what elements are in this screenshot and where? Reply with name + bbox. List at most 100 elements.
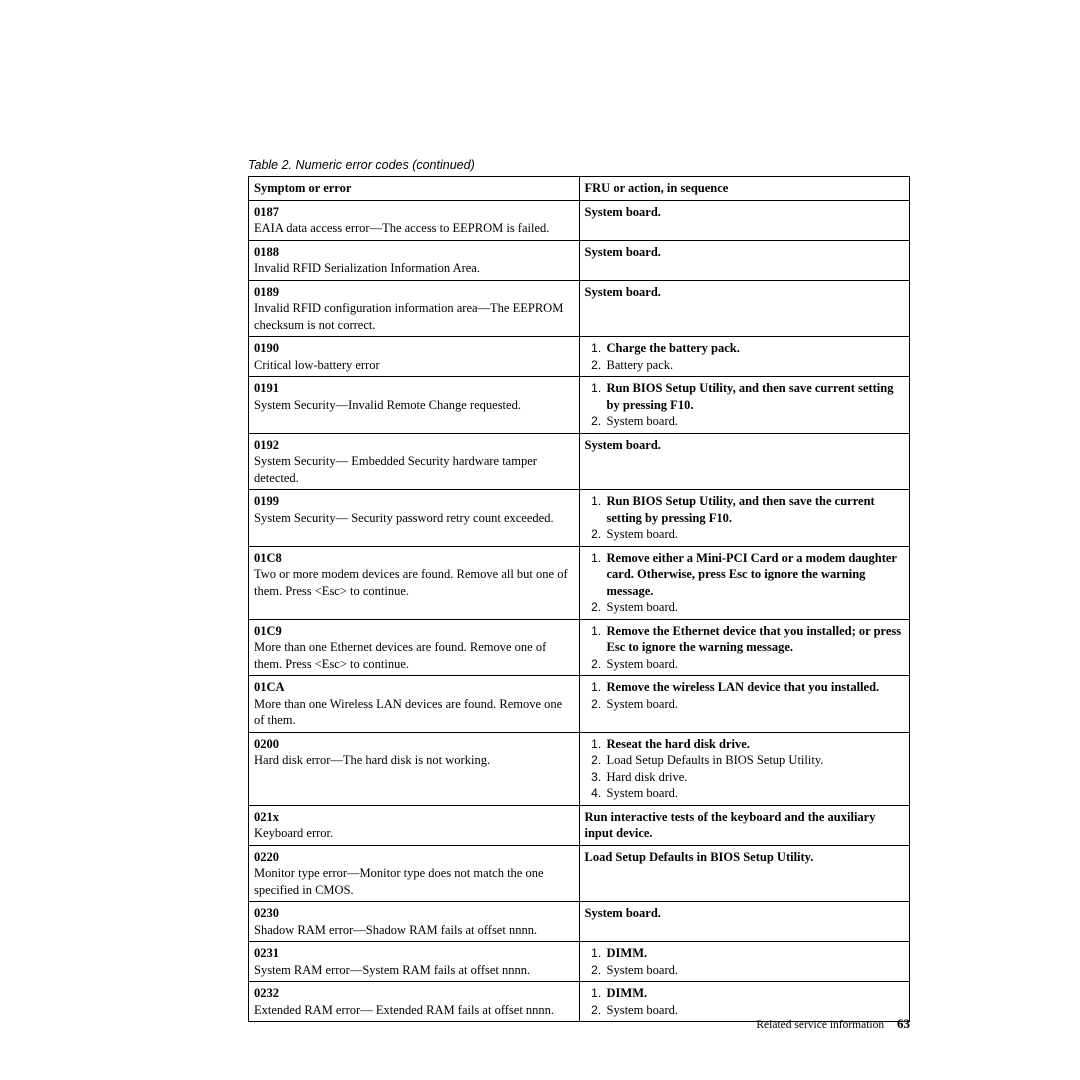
header-symptom: Symptom or error bbox=[249, 177, 580, 201]
error-code: 0187 bbox=[254, 205, 279, 219]
action-item: System board. bbox=[605, 785, 905, 802]
error-description: Hard disk error—The hard disk is not wor… bbox=[254, 753, 490, 767]
symptom-cell: 0230 Shadow RAM error—Shadow RAM fails at… bbox=[249, 902, 580, 942]
action-cell: System board. bbox=[579, 902, 910, 942]
symptom-cell: 0191 System Security—Invalid Remote Chang… bbox=[249, 377, 580, 434]
error-code: 0232 bbox=[254, 986, 279, 1000]
symptom-cell: 01C9 More than one Ethernet devices are f… bbox=[249, 619, 580, 676]
error-description: System RAM error—System RAM fails at off… bbox=[254, 963, 530, 977]
error-description: System Security— Security password retry… bbox=[254, 511, 554, 525]
page: Table 2. Numeric error codes (continued)… bbox=[0, 0, 1080, 1080]
action-text: System board. bbox=[585, 906, 661, 920]
action-item: Charge the battery pack. bbox=[605, 340, 905, 357]
action-item: Battery pack. bbox=[605, 357, 905, 374]
error-code: 021x bbox=[254, 810, 279, 824]
page-footer: Related service information 63 bbox=[756, 1016, 910, 1032]
action-item: System board. bbox=[605, 599, 905, 616]
symptom-cell: 021x Keyboard error. bbox=[249, 805, 580, 845]
action-list: Remove the wireless LAN device that you … bbox=[585, 679, 905, 712]
error-code: 0231 bbox=[254, 946, 279, 960]
symptom-cell: 0220 Monitor type error—Monitor type does… bbox=[249, 845, 580, 902]
action-text: System board. bbox=[585, 205, 661, 219]
error-description: Extended RAM error— Extended RAM fails a… bbox=[254, 1003, 554, 1017]
error-description: Critical low-battery error bbox=[254, 358, 380, 372]
error-code: 0200 bbox=[254, 737, 279, 751]
error-description: Invalid RFID configuration information a… bbox=[254, 301, 563, 332]
footer-label: Related service information bbox=[756, 1019, 884, 1031]
table-row: 01CA More than one Wireless LAN devices a… bbox=[249, 676, 910, 733]
action-cell: Run interactive tests of the keyboard an… bbox=[579, 805, 910, 845]
action-item: Remove the Ethernet device that you inst… bbox=[605, 623, 905, 656]
action-list: Run BIOS Setup Utility, and then save cu… bbox=[585, 380, 905, 430]
action-list: Remove the Ethernet device that you inst… bbox=[585, 623, 905, 673]
action-text: System board. bbox=[585, 245, 661, 259]
action-item: System board. bbox=[605, 656, 905, 673]
error-description: EAIA data access error—The access to EEP… bbox=[254, 221, 549, 235]
table-row: 01C9 More than one Ethernet devices are f… bbox=[249, 619, 910, 676]
symptom-cell: 0189Invalid RFID configuration informati… bbox=[249, 280, 580, 337]
symptom-cell: 0200 Hard disk error—The hard disk is not… bbox=[249, 732, 580, 805]
action-item: System board. bbox=[605, 526, 905, 543]
table-row: 01C8Two or more modem devices are found.… bbox=[249, 546, 910, 619]
action-cell: System board. bbox=[579, 240, 910, 280]
action-item: Remove either a Mini-PCI Card or a modem… bbox=[605, 550, 905, 600]
symptom-cell: 01CA More than one Wireless LAN devices a… bbox=[249, 676, 580, 733]
action-item: DIMM. bbox=[605, 945, 905, 962]
error-code: 0199 bbox=[254, 494, 279, 508]
error-code: 01CA bbox=[254, 680, 285, 694]
action-cell: DIMM.System board. bbox=[579, 942, 910, 982]
action-cell: Remove the Ethernet device that you inst… bbox=[579, 619, 910, 676]
action-cell: Remove the wireless LAN device that you … bbox=[579, 676, 910, 733]
error-code: 0192 bbox=[254, 438, 279, 452]
error-description: More than one Wireless LAN devices are f… bbox=[254, 697, 562, 728]
table-row: 0191 System Security—Invalid Remote Chang… bbox=[249, 377, 910, 434]
symptom-cell: 0187 EAIA data access error—The access to… bbox=[249, 200, 580, 240]
error-description: Invalid RFID Serialization Information A… bbox=[254, 261, 480, 275]
action-text: Load Setup Defaults in BIOS Setup Utilit… bbox=[585, 850, 814, 864]
table-row: 0230 Shadow RAM error—Shadow RAM fails at… bbox=[249, 902, 910, 942]
action-item: Load Setup Defaults in BIOS Setup Utilit… bbox=[605, 752, 905, 769]
action-cell: System board. bbox=[579, 433, 910, 490]
action-list: DIMM.System board. bbox=[585, 945, 905, 978]
error-code: 0188 bbox=[254, 245, 279, 259]
table-row: 0188 Invalid RFID Serialization Informati… bbox=[249, 240, 910, 280]
symptom-cell: 0192System Security— Embedded Security h… bbox=[249, 433, 580, 490]
action-list: Reseat the hard disk drive.Load Setup De… bbox=[585, 736, 905, 802]
error-code: 0190 bbox=[254, 341, 279, 355]
error-code: 0220 bbox=[254, 850, 279, 864]
action-cell: Run BIOS Setup Utility, and then save th… bbox=[579, 490, 910, 547]
symptom-cell: 0232 Extended RAM error— Extended RAM fai… bbox=[249, 982, 580, 1022]
table-header-row: Symptom or error FRU or action, in seque… bbox=[249, 177, 910, 201]
error-codes-table: Symptom or error FRU or action, in seque… bbox=[248, 176, 910, 1022]
table-row: 0231 System RAM error—System RAM fails at… bbox=[249, 942, 910, 982]
table-row: 0187 EAIA data access error—The access to… bbox=[249, 200, 910, 240]
action-item: Reseat the hard disk drive. bbox=[605, 736, 905, 753]
page-number: 63 bbox=[897, 1016, 910, 1031]
action-item: System board. bbox=[605, 696, 905, 713]
action-list: Remove either a Mini-PCI Card or a modem… bbox=[585, 550, 905, 616]
symptom-cell: 0188 Invalid RFID Serialization Informati… bbox=[249, 240, 580, 280]
error-description: Keyboard error. bbox=[254, 826, 333, 840]
action-cell: Run BIOS Setup Utility, and then save cu… bbox=[579, 377, 910, 434]
action-text: System board. bbox=[585, 438, 661, 452]
symptom-cell: 0231 System RAM error—System RAM fails at… bbox=[249, 942, 580, 982]
table-row: 0189Invalid RFID configuration informati… bbox=[249, 280, 910, 337]
error-description: More than one Ethernet devices are found… bbox=[254, 640, 546, 671]
action-item: Remove the wireless LAN device that you … bbox=[605, 679, 905, 696]
error-description: Monitor type error—Monitor type does not… bbox=[254, 866, 544, 897]
header-action: FRU or action, in sequence bbox=[579, 177, 910, 201]
action-cell: Remove either a Mini-PCI Card or a modem… bbox=[579, 546, 910, 619]
symptom-cell: 0199 System Security— Security password r… bbox=[249, 490, 580, 547]
error-description: Shadow RAM error—Shadow RAM fails at off… bbox=[254, 923, 537, 937]
table-row: 0190 Critical low-battery error Charge the… bbox=[249, 337, 910, 377]
error-description: System Security—Invalid Remote Change re… bbox=[254, 398, 521, 412]
error-code: 01C9 bbox=[254, 624, 282, 638]
error-code: 0230 bbox=[254, 906, 279, 920]
error-code: 0191 bbox=[254, 381, 279, 395]
table-row: 0192System Security— Embedded Security h… bbox=[249, 433, 910, 490]
table-row: 0199 System Security— Security password r… bbox=[249, 490, 910, 547]
action-cell: Reseat the hard disk drive.Load Setup De… bbox=[579, 732, 910, 805]
action-item: Run BIOS Setup Utility, and then save th… bbox=[605, 493, 905, 526]
action-list: Charge the battery pack.Battery pack. bbox=[585, 340, 905, 373]
action-item: DIMM. bbox=[605, 985, 905, 1002]
